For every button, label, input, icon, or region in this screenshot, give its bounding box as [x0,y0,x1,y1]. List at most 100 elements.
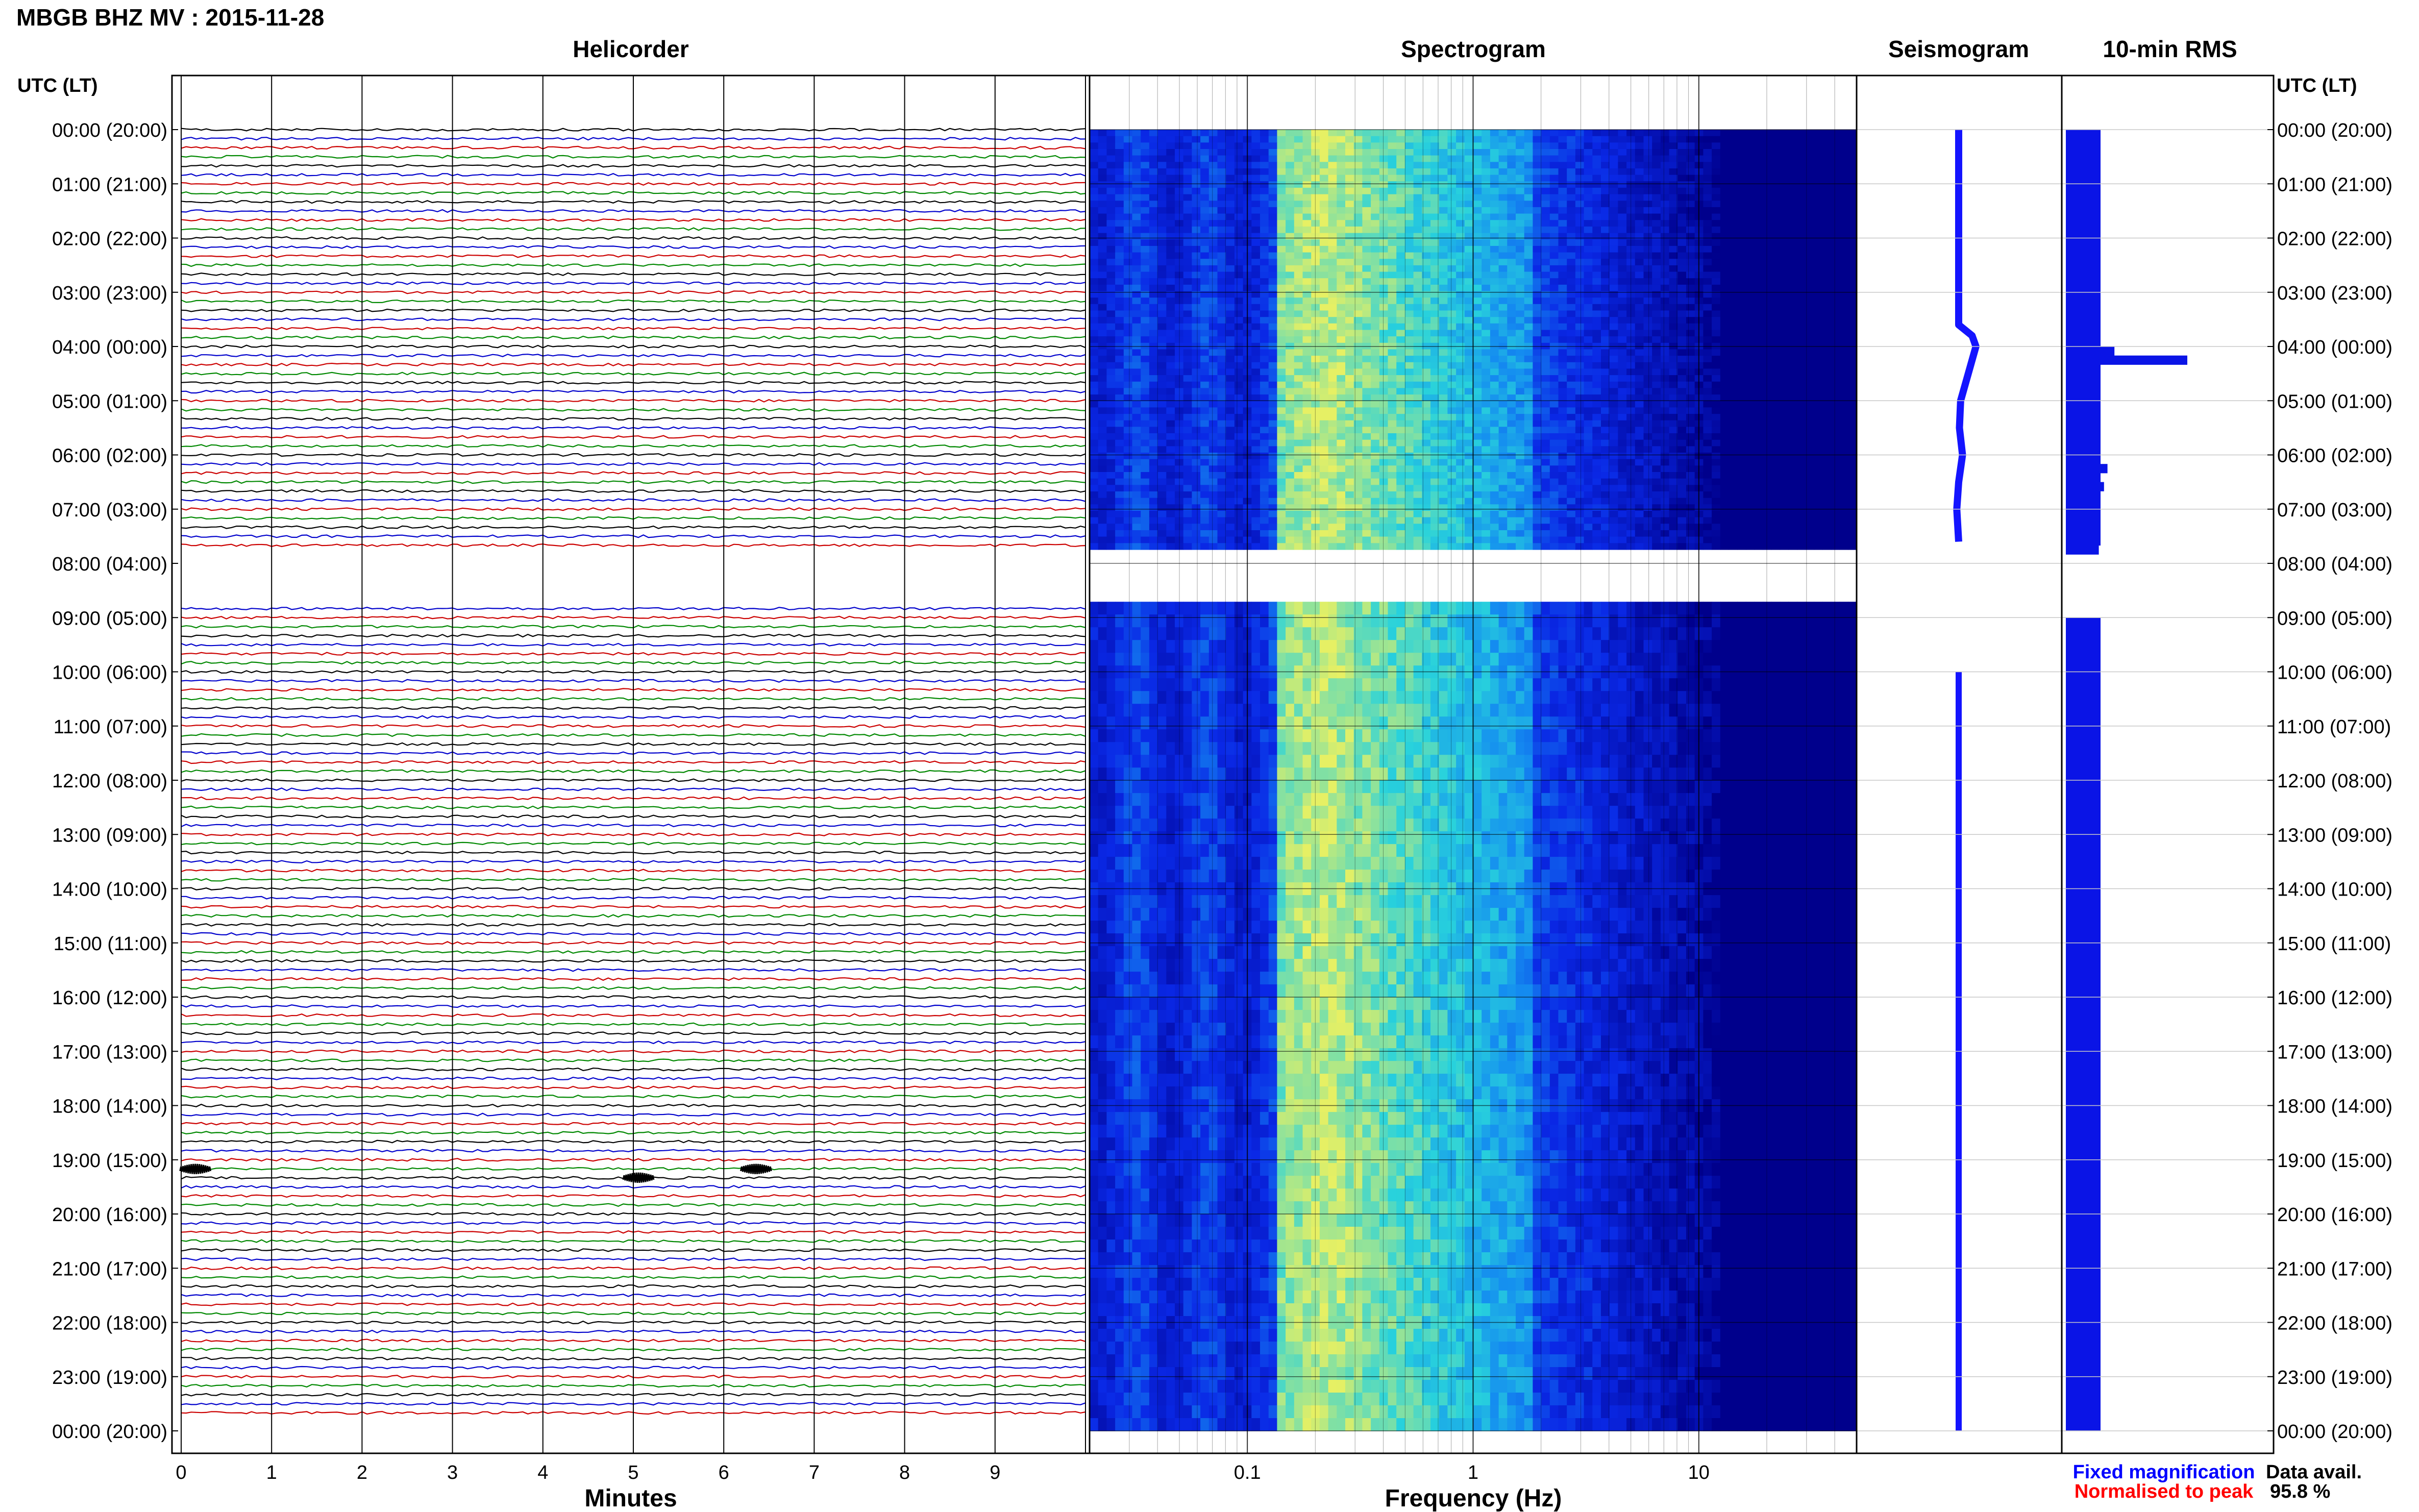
spectrogram-cell [1618,388,1627,395]
spectrogram-cell [1311,388,1320,395]
spectrogram-cell [1115,453,1124,460]
spectrogram-cell [1498,472,1508,479]
spectrogram-cell [1541,317,1550,324]
spectrogram-cell [1737,226,1746,234]
spectrogram-cell [1635,194,1644,201]
spectrogram-cell [1763,478,1772,485]
spectrogram-cell [1404,427,1414,434]
spectrogram-cell [1797,233,1806,240]
spectrogram-cell [1660,155,1670,162]
spectrogram-cell [1635,388,1644,395]
spectrogram-cell [1618,168,1627,176]
spectrogram-cell [1533,401,1542,408]
spectrogram-cell [1814,394,1823,402]
spectrogram-cell [1294,149,1303,156]
spectrogram-cell [1575,465,1585,473]
spectrogram-cell [1601,271,1610,279]
spectrogram-cell [1549,368,1559,376]
spectrogram-cell [1473,252,1482,259]
spectrogram-cell [1660,291,1670,298]
spectrogram-cell [1302,368,1312,376]
spectrogram-cell [1771,201,1781,208]
spectrogram-cell [1516,407,1525,414]
spectrogram-cell [1175,310,1184,317]
spectrogram-cell [1737,439,1746,447]
spectrogram-cell [1388,394,1397,402]
spectrogram-cell [1388,375,1397,382]
spectrogram-cell [1567,317,1576,324]
spectrogram-cell [1226,187,1235,195]
spectrogram-cell [1618,459,1627,466]
spectrogram-cell [1549,459,1559,466]
spectrogram-cell [1439,459,1448,466]
spectrogram-cell [1754,433,1763,440]
spectrogram-cell [1575,453,1585,460]
spectrogram-cell [1149,420,1158,427]
spectrogram-cell [1643,310,1652,317]
spectrogram-cell [1371,278,1380,285]
spectrogram-cell [1482,304,1491,311]
spectrogram-cell [1379,446,1389,453]
spectrogram-cell [1098,220,1107,227]
spectrogram-cell [1686,278,1695,285]
spectrogram-cell [1115,349,1124,356]
spectrogram-cell [1541,207,1550,214]
spectrogram-cell [1780,478,1789,485]
spectrogram-cell [1745,304,1755,311]
spectrogram-cell [1592,162,1601,169]
spectrogram-cell [1123,485,1133,492]
spectrogram-cell [1498,136,1508,143]
spectrogram-cell [1404,298,1414,305]
spectrogram-cell [1371,213,1380,220]
spectrogram-cell [1737,245,1746,253]
spectrogram-cell [1516,388,1525,395]
spectrogram-cell [1780,323,1789,331]
spectrogram-cell [1831,478,1840,485]
spectrogram-cell [1814,291,1823,298]
spectrogram-cell [1123,201,1133,208]
spectrogram-cell [1763,420,1772,427]
spectrogram-cell [1404,271,1414,279]
spectrogram-cell [1498,478,1508,485]
spectrogram-cell [1660,310,1670,317]
spectrogram-cell [1490,213,1499,220]
spectrogram-cell [1643,439,1652,447]
spectrogram-cell [1652,420,1661,427]
spectrogram-cell [1609,414,1618,421]
spectrogram-cell [1601,349,1610,356]
spectrogram-cell [1396,265,1405,272]
spectrogram-cell [1430,175,1440,182]
spectrogram-cell [1294,414,1303,421]
spectrogram-cell [1686,336,1695,343]
spectrogram-cell [1839,298,1848,305]
spectrogram-cell [1132,220,1141,227]
spectrogram-cell [1090,201,1099,208]
spectrogram-cell [1558,149,1567,156]
spectrogram-cell [1601,201,1610,208]
spectrogram-cell [1132,427,1141,434]
spectrogram-cell [1115,336,1124,343]
spectrogram-cell [1831,304,1840,311]
spectrogram-cell [1413,194,1422,201]
spectrogram-cell [1848,187,1857,195]
spectrogram-cell [1396,349,1405,356]
spectrogram-cell [1192,317,1201,324]
spectrogram-cell [1337,278,1346,285]
spectrogram-cell [1763,245,1772,253]
spectrogram-cell [1166,465,1175,473]
spectrogram-cell [1430,168,1440,176]
spectrogram-cell [1473,446,1482,453]
spectrogram-cell [1780,375,1789,382]
spectrogram-cell [1745,336,1755,343]
spectrogram-cell [1575,291,1585,298]
spectrogram-cell [1345,388,1354,395]
spectrogram-cell [1302,485,1312,492]
spectrogram-cell [1208,459,1218,466]
spectrogram-cell [1848,291,1857,298]
spectrogram-cell [1294,304,1303,311]
spectrogram-cell [1175,149,1184,156]
spectrogram-cell [1524,245,1533,253]
spectrogram-cell [1106,472,1116,479]
spectrogram-cell [1516,336,1525,343]
spectrogram-cell [1439,194,1448,201]
